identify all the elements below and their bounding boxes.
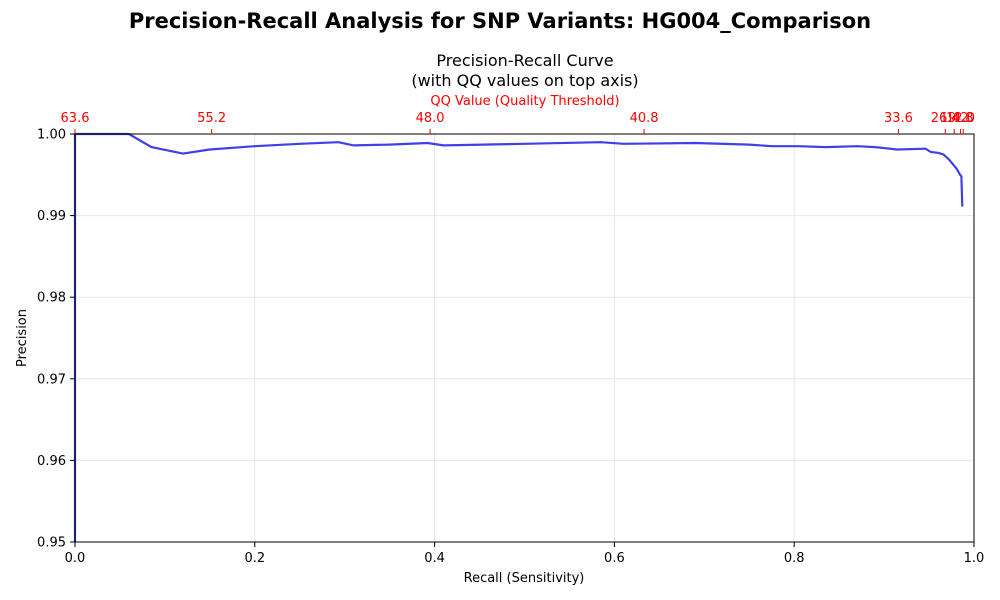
x-tick-label: 0.4 — [424, 551, 445, 566]
y-tick-label: 0.96 — [37, 454, 66, 469]
plot-frame — [74, 133, 975, 543]
top-tick-label: 26.4 — [931, 111, 960, 126]
y-tick-label: 1.00 — [37, 128, 66, 143]
pr-curve-line — [73, 132, 964, 542]
x-tick-label: 0.0 — [65, 551, 86, 566]
y-tick-label: 0.97 — [37, 372, 66, 387]
y-axis-ticks: 0.95 0.96 0.97 0.98 0.99 1.00 — [37, 128, 75, 551]
top-axis-ticks: 63.6 55.2 48.0 40.8 33.6 26.419.212.04.8 — [61, 111, 975, 134]
top-tick-label: 19.2 — [940, 111, 969, 126]
y-tick-label: 0.98 — [37, 291, 66, 306]
figure-suptitle: Precision-Recall Analysis for SNP Varian… — [129, 9, 871, 33]
x-tick-label: 1.0 — [964, 551, 985, 566]
top-tick-label: 33.6 — [884, 111, 913, 126]
chart-title-line2: (with QQ values on top axis) — [411, 71, 638, 90]
top-tick-label: 4.8 — [953, 111, 974, 126]
top-tick-label: 40.8 — [630, 111, 659, 126]
top-tick-label: 48.0 — [416, 111, 445, 126]
series-layer — [73, 132, 964, 542]
grid-lines — [74, 133, 975, 543]
top-tick-label: 12.0 — [946, 111, 975, 126]
x-tick-label: 0.2 — [244, 551, 265, 566]
top-axis-label: QQ Value (Quality Threshold) — [430, 94, 619, 109]
chart-title-line1: Precision-Recall Curve — [436, 51, 613, 70]
x-tick-label: 0.8 — [784, 551, 805, 566]
x-axis-label: Recall (Sensitivity) — [464, 571, 585, 586]
top-tick-label: 55.2 — [197, 111, 226, 126]
x-tick-label: 0.6 — [604, 551, 625, 566]
y-tick-label: 0.95 — [37, 536, 66, 551]
y-tick-label: 0.99 — [37, 209, 66, 224]
x-axis-ticks: 0.0 0.2 0.4 0.6 0.8 1.0 — [65, 542, 985, 566]
top-tick-label: 63.6 — [61, 111, 90, 126]
y-axis-label: Precision — [15, 309, 30, 367]
